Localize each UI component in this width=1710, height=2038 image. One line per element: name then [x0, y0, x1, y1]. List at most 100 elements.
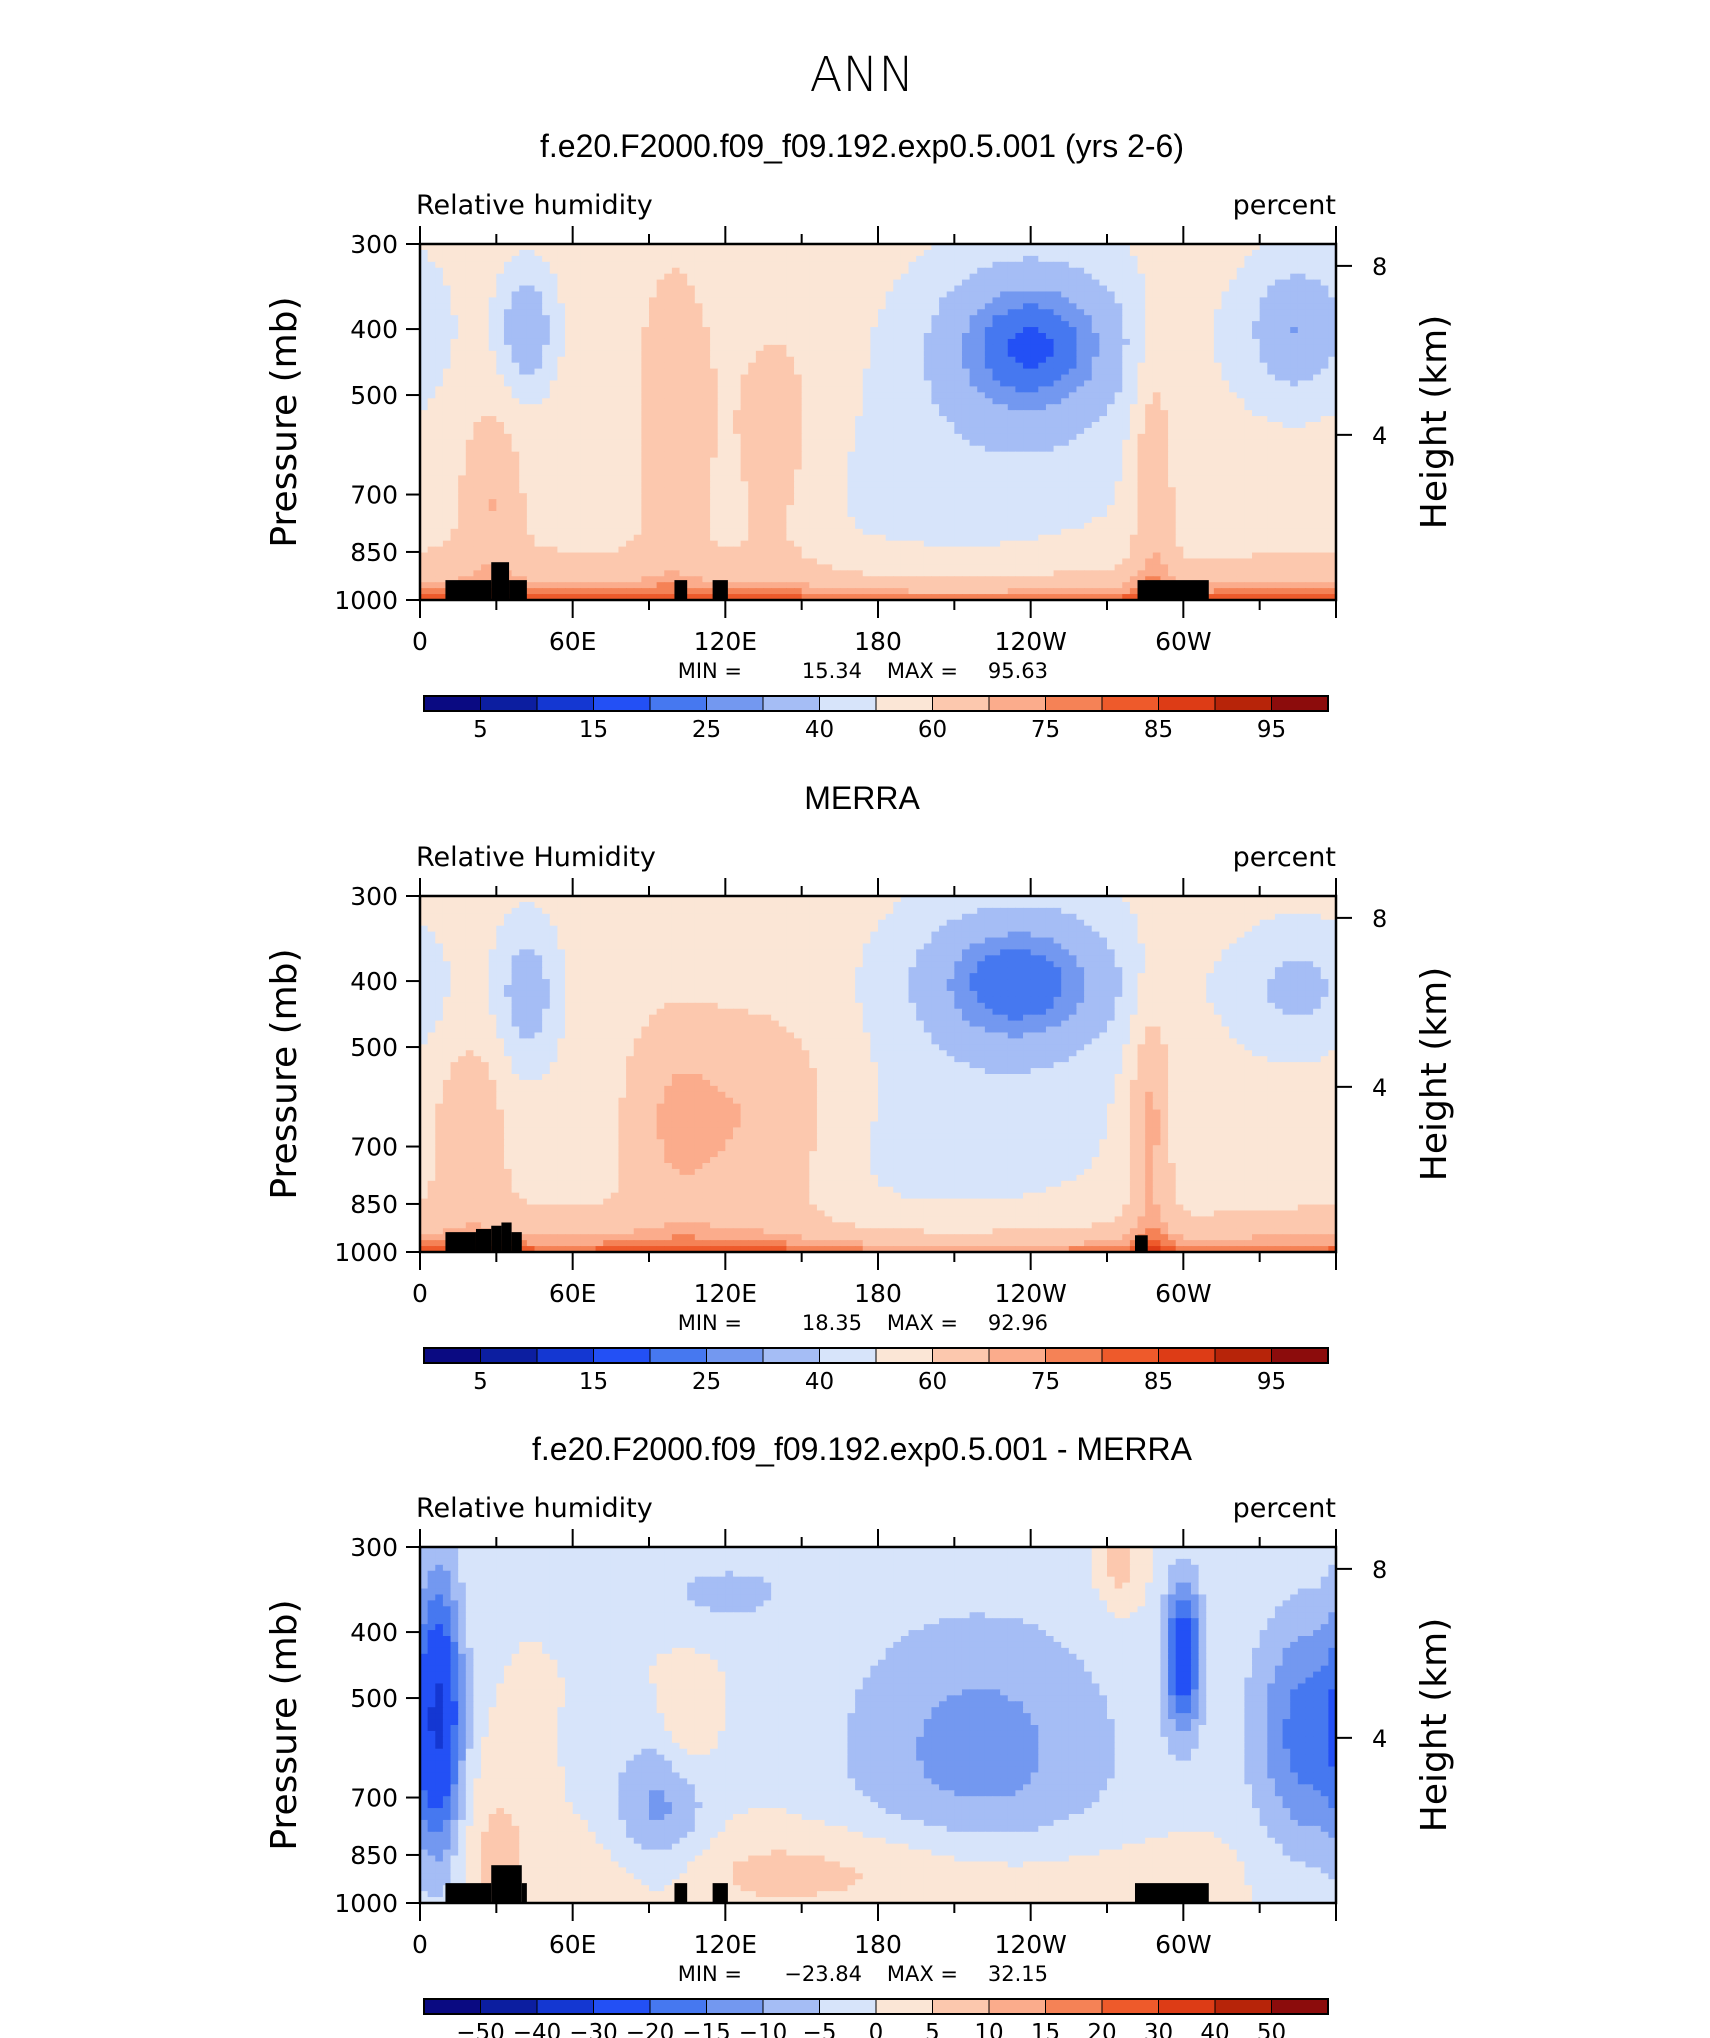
field-cell [748, 333, 757, 340]
field-cell [1160, 475, 1169, 482]
field-cell [824, 350, 833, 358]
field-cell [649, 451, 658, 459]
field-cell [1213, 362, 1223, 370]
field-cell [526, 445, 536, 453]
field-cell [763, 315, 772, 322]
field-cell [862, 386, 871, 393]
field-cell [1183, 249, 1192, 257]
field-cell [1038, 279, 1047, 287]
field-cell [969, 475, 978, 482]
field-cell [1030, 350, 1039, 358]
field-cell [1129, 249, 1139, 257]
field-cell [1114, 416, 1123, 423]
field-cell [488, 303, 497, 310]
field-cell [664, 309, 673, 316]
field-cell [1175, 368, 1184, 376]
field-cell [503, 427, 513, 435]
field-cell [534, 315, 543, 322]
field-cell [908, 315, 917, 322]
field-cell [801, 380, 810, 387]
field-cell [931, 249, 940, 257]
field-cell [664, 380, 673, 387]
field-cell [1313, 255, 1322, 263]
field-cell [1160, 362, 1169, 370]
field-cell [1038, 291, 1047, 298]
field-cell [1267, 333, 1276, 340]
field-cell [824, 356, 833, 364]
field-cell [1068, 333, 1078, 340]
field-cell [862, 451, 871, 459]
field-cell [1313, 445, 1322, 453]
field-cell [1213, 427, 1223, 435]
field-cell [542, 457, 551, 465]
field-cell [442, 356, 452, 364]
field-cell [870, 487, 879, 494]
field-cell [633, 386, 642, 393]
field-cell [435, 315, 444, 322]
field-cell [1267, 380, 1276, 387]
field-cell [595, 350, 604, 358]
field-cell [1244, 386, 1253, 393]
field-cell [679, 261, 688, 269]
field-cell [1007, 356, 1016, 364]
field-cell [1221, 279, 1230, 287]
field-cell [557, 362, 566, 370]
field-cell [778, 333, 787, 340]
field-cell [923, 297, 933, 304]
field-cell [687, 374, 696, 382]
field-cell [893, 427, 902, 435]
field-cell [503, 291, 513, 298]
field-cell [908, 445, 917, 453]
field-cell [481, 344, 490, 352]
field-cell [900, 439, 910, 447]
field-cell [923, 487, 933, 494]
field-cell [679, 392, 688, 399]
field-cell [1229, 297, 1238, 304]
field-cell [794, 321, 803, 328]
field-cell [847, 279, 856, 287]
field-cell [664, 255, 673, 263]
field-cell [1084, 380, 1093, 387]
field-cell [1221, 410, 1230, 417]
field-cell [488, 327, 497, 334]
field-cell [870, 398, 879, 405]
field-cell [961, 398, 971, 405]
field-cell [809, 445, 818, 453]
field-cell [511, 244, 520, 251]
field-cell [1099, 267, 1108, 275]
field-cell [549, 297, 558, 304]
field-cell [702, 338, 711, 346]
field-cell [427, 392, 436, 399]
field-cell [1023, 416, 1032, 423]
field-cell [641, 338, 650, 346]
field-cell [1244, 427, 1253, 435]
field-cell [1259, 457, 1268, 465]
field-cell [878, 392, 887, 399]
field-cell [580, 481, 589, 488]
field-cell [786, 392, 795, 399]
field-cell [1229, 410, 1238, 417]
field-cell [1213, 333, 1223, 340]
field-cell [1259, 285, 1268, 293]
field-cell [1053, 315, 1062, 322]
field-cell [1030, 433, 1039, 441]
field-cell [641, 392, 650, 399]
field-cell [916, 249, 925, 257]
field-cell [473, 279, 482, 287]
field-cell [801, 362, 810, 370]
field-cell [641, 321, 650, 328]
field-cell [855, 451, 864, 459]
field-cell [1160, 309, 1169, 316]
field-cell [954, 267, 963, 275]
field-cell [1000, 315, 1009, 322]
field-cell [755, 356, 765, 364]
field-cell [458, 297, 467, 304]
field-cell [1252, 451, 1261, 459]
field-cell [992, 333, 1001, 340]
field-cell [778, 321, 787, 328]
field-cell [1030, 309, 1039, 316]
field-cell [465, 315, 475, 322]
field-cell [771, 445, 780, 453]
field-cell [595, 404, 604, 411]
field-cell [885, 481, 894, 488]
